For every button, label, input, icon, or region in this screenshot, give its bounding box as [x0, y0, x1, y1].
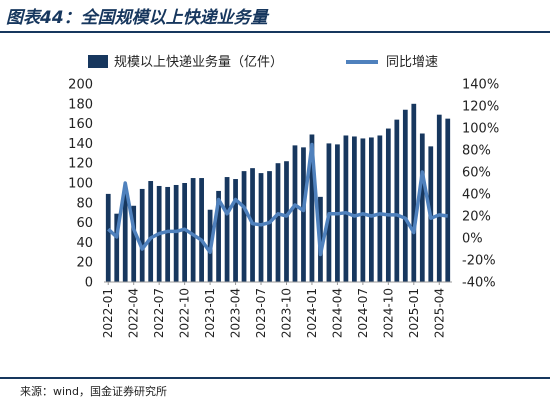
legend-bar-swatch	[88, 55, 108, 68]
bar-2023-10	[284, 161, 289, 282]
x-tick-label: 2024-07	[356, 288, 370, 338]
y-left-tick-label: 40	[76, 236, 93, 251]
y-left-tick-label: 20	[76, 256, 93, 271]
bottom-rule	[0, 377, 550, 379]
y-right-tick-label: 100%	[462, 122, 499, 137]
bar-2022-10	[182, 183, 188, 282]
y-right-tick-label: -40%	[462, 276, 496, 291]
y-right-tick-label: 60%	[462, 166, 491, 181]
y-right-tick-label: 0%	[462, 232, 483, 247]
figure-title: 图表44：全国规模以上快递业务量	[6, 8, 268, 28]
x-tick-label: 2023-04	[229, 288, 243, 338]
y-left-tick-label: 80	[76, 196, 93, 211]
y-right-tick-label: 140%	[462, 78, 499, 93]
legend-bar-label: 规模以上快递业务量（亿件）	[114, 54, 283, 70]
bar-2022-01	[105, 193, 111, 282]
x-tick-label: 2023-10	[279, 288, 293, 338]
y-right-tick-label: 40%	[462, 188, 491, 203]
x-tick-label: 2024-10	[381, 288, 395, 338]
y-left-tick-label: 200	[68, 78, 93, 93]
bar-2022-04	[131, 205, 137, 282]
bar-2025-02	[419, 133, 425, 282]
y-right-tick-label: 80%	[462, 144, 491, 159]
bar-2024-10	[385, 128, 391, 282]
x-tick-label: 2024-04	[330, 288, 344, 338]
y-left-tick-label: 180	[68, 97, 93, 112]
bar-2024-12	[402, 109, 408, 283]
chart: 规模以上快递业务量（亿件） 同比增速 0 20 40 60 80 100 120 140 160…	[68, 54, 499, 338]
bar-2025-04	[436, 114, 442, 282]
bar-2022-03	[122, 189, 128, 282]
bar-2022-06	[148, 181, 154, 282]
y-left-tick-label: 0	[85, 276, 93, 291]
title-rule	[0, 31, 550, 33]
y-right-tick-label: 20%	[462, 210, 491, 225]
x-tick-label: 2025-01	[407, 288, 421, 338]
bar-2022-05	[139, 188, 145, 282]
bar-2024-09	[377, 135, 383, 282]
y-left-tick-label: 120	[68, 157, 93, 172]
bar-2025-05	[445, 118, 451, 283]
bar-2023-02	[216, 190, 221, 282]
source-note: 来源：wind，国金证券研究所	[20, 385, 168, 398]
bar-2024-11	[394, 119, 400, 282]
legend-line-label: 同比增速	[386, 55, 438, 70]
x-tick-label: 2025-04	[432, 288, 446, 338]
bar-2023-12	[301, 147, 306, 282]
y-left-tick-label: 100	[68, 177, 93, 192]
bar-2024-07	[360, 138, 366, 282]
x-tick-label: 2022-01	[101, 288, 115, 338]
bar-2024-01	[309, 134, 315, 282]
bar-2024-06	[352, 136, 357, 282]
bars	[105, 103, 451, 283]
bar-2022-02	[114, 213, 120, 282]
y-right-tick-label: -20%	[462, 254, 496, 269]
bar-2023-03	[224, 177, 230, 282]
x-tick-label: 2022-07	[152, 288, 166, 338]
bar-2024-05	[343, 135, 349, 282]
x-tick-label: 2022-04	[127, 288, 141, 338]
x-tick-label: 2022-10	[178, 288, 192, 338]
bar-2023-08	[267, 171, 272, 282]
right-axis: -40% -20% 0% 20% 40% 60% 80% 100% 120% 140%	[462, 78, 499, 291]
x-tick-label: 2023-07	[254, 288, 268, 338]
bar-2023-09	[275, 163, 281, 282]
y-left-tick-label: 60	[76, 216, 93, 231]
legend: 规模以上快递业务量（亿件） 同比增速	[88, 54, 438, 70]
series-line-growth	[107, 142, 448, 257]
x-axis: 2022-01 2022-04 2022-07 2022-10 2023-01 2023-…	[101, 282, 446, 338]
bar-2023-05	[241, 171, 247, 282]
y-left-tick-label: 140	[68, 137, 93, 152]
x-tick-label: 2024-01	[305, 288, 319, 338]
bar-2023-04	[233, 179, 238, 282]
bar-2023-11	[292, 145, 298, 282]
bar-2022-09	[173, 184, 179, 282]
left-axis: 0 20 40 60 80 100 120 140 160 180 200	[68, 78, 93, 291]
bar-2025-01	[411, 103, 417, 282]
bar-2022-11	[190, 178, 196, 282]
bar-2022-12	[199, 178, 204, 282]
y-right-tick-label: 120%	[462, 100, 499, 115]
bar-2023-07	[258, 173, 264, 282]
bar-2024-08	[368, 137, 374, 282]
y-left-tick-label: 160	[68, 117, 93, 132]
bar-2022-08	[165, 186, 171, 282]
x-tick-label: 2023-01	[203, 288, 217, 338]
